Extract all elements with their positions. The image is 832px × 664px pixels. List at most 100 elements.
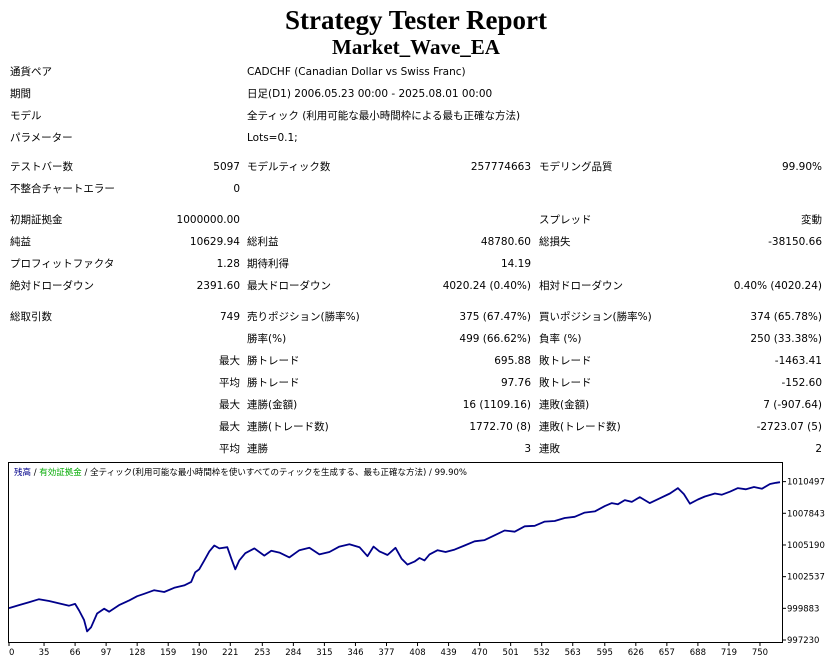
maximal-drawdown-value: 4020.24 (0.40%) [442,280,531,292]
legend-separator: / [426,468,434,478]
x-tick-label: 66 [70,648,81,658]
bars-label: テストバー数 [10,161,73,173]
legend-balance: 残高 [14,467,31,478]
x-tick-label: 626 [628,648,644,658]
info-label-parameters: パラメーター [10,132,73,144]
x-tick-label: 719 [721,648,737,658]
quality-label: モデリング品質 [539,161,613,173]
max-consecutive-loss-count-value: -2723.07 (5) [756,421,822,433]
max-consecutive-losses-value: 7 (-907.64) [763,399,822,411]
ticks-label: モデルティック数 [247,161,331,173]
gross-loss-label: 総損失 [539,236,571,248]
x-tick-label: 346 [347,648,363,658]
mismatch-label: 不整合チャートエラー [10,183,115,195]
x-tick-label: 253 [254,648,270,658]
largest-win-label: 勝トレード [247,355,300,367]
x-tick-label: 439 [440,648,456,658]
info-value-parameters: Lots=0.1; [247,132,298,144]
max-consecutive-wins-value: 16 (1109.16) [462,399,531,411]
max-consecutive-label: 最大 [219,399,240,411]
average-win-label: 勝トレード [247,377,300,389]
expected-payoff-label: 期待利得 [247,258,289,270]
short-positions-value: 375 (67.47%) [459,311,531,323]
chart-frame [8,462,783,643]
relative-drawdown-value: 0.40% (4020.24) [733,280,822,292]
x-tick-label: 221 [222,648,238,658]
profit-factor-label: プロフィットファクタ [10,258,115,270]
win-rate-value: 499 (66.62%) [459,333,531,345]
maximal-drawdown-label: 最大ドローダウン [247,280,331,292]
info-value-symbol: CADCHF (Canadian Dollar vs Swiss Franc) [247,66,466,78]
spread-label: スプレッド [539,214,592,226]
x-tick-label: 688 [690,648,706,658]
gross-loss-value: -38150.66 [768,236,822,248]
bars-value: 5097 [213,161,240,173]
relative-drawdown-label: 相対ドローダウン [539,280,623,292]
x-tick-label: 128 [129,648,145,658]
y-tick-label: 999883 [787,604,819,614]
average-loss-label: 敗トレード [539,377,592,389]
legend-separator: / [82,468,90,478]
average-consecutive-label: 平均 [219,443,240,455]
mismatch-value: 0 [233,183,240,195]
max-consecutive-loss-count-label: 連敗(トレード数) [539,421,621,433]
info-value-period: 日足(D1) 2006.05.23 00:00 - 2025.08.01 00:… [247,88,493,100]
quality-value: 99.90% [781,161,822,173]
largest-loss-value: -1463.41 [774,355,822,367]
y-tick-label: 1005190 [787,541,825,551]
y-tick-label: 1002537 [787,573,825,583]
legend-separator: / [31,468,39,478]
gross-profit-label: 総利益 [247,236,279,248]
total-trades-label: 総取引数 [10,311,52,323]
x-tick-label: 657 [659,648,675,658]
gross-profit-value: 48780.60 [480,236,531,248]
max-consecutive-wins-label: 連勝(金額) [247,399,298,411]
x-tick-label: 563 [565,648,581,658]
profit-factor-value: 1.28 [216,258,240,270]
balance-chart: 残高 / 有効証拠金 / 全ティック(利用可能な最小時間枠を使いすべてのティック… [8,462,825,658]
net-profit-label: 純益 [10,236,31,248]
largest-win-value: 695.88 [494,355,531,367]
average-consecutive-losses-label: 連敗 [539,443,560,455]
info-label-model: モデル [10,110,42,122]
x-tick-label: 315 [316,648,332,658]
x-tick-label: 470 [471,648,487,658]
deposit-value: 1000000.00 [176,214,240,226]
x-tick-label: 97 [101,648,112,658]
average-consecutive-losses-value: 2 [815,443,822,455]
average-consecutive-wins-value: 3 [524,443,531,455]
net-profit-value: 10629.94 [189,236,240,248]
info-label-period: 期間 [10,88,31,100]
max-consecutive-profit-label: 連勝(トレード数) [247,421,329,433]
expected-payoff-value: 14.19 [500,258,531,270]
x-tick-label: 532 [534,648,550,658]
absolute-drawdown-label: 絶対ドローダウン [10,280,94,292]
loss-rate-label: 負率 (%) [539,333,582,345]
long-positions-label: 買いポジション(勝率%) [539,311,652,323]
largest-label: 最大 [219,355,240,367]
absolute-drawdown-value: 2391.60 [196,280,240,292]
deposit-label: 初期証拠金 [10,214,63,226]
max-consecutive-profit-value: 1772.70 (8) [469,421,531,433]
average-consecutive-wins-label: 連勝 [247,443,268,455]
y-tick-label: 997230 [787,636,819,646]
max-consecutive-losses-label: 連敗(金額) [539,399,590,411]
x-tick-label: 750 [752,648,768,658]
average-label: 平均 [219,377,240,389]
x-tick-label: 595 [597,648,613,658]
x-tick-label: 35 [39,648,50,658]
legend-model: 全ティック(利用可能な最小時間枠を使いすべてのティックを生成する、最も正確な方法… [90,467,426,478]
legend-quality: 99.90% [435,468,467,478]
legend-equity: 有効証拠金 [39,467,82,478]
loss-rate-value: 250 (33.38%) [750,333,822,345]
short-positions-label: 売りポジション(勝率%) [247,311,360,323]
largest-loss-label: 敗トレード [539,355,592,367]
chart-legend: 残高 / 有効証拠金 / 全ティック(利用可能な最小時間枠を使いすべてのティック… [14,467,467,478]
balance-series-line [8,481,781,633]
info-label-symbol: 通貨ペア [10,66,52,78]
win-rate-label: 勝率(%) [247,333,287,345]
ea-name: Market_Wave_EA [332,35,500,59]
average-loss-value: -152.60 [781,377,822,389]
x-tick-label: 159 [160,648,176,658]
x-tick-label: 0 [9,648,14,658]
